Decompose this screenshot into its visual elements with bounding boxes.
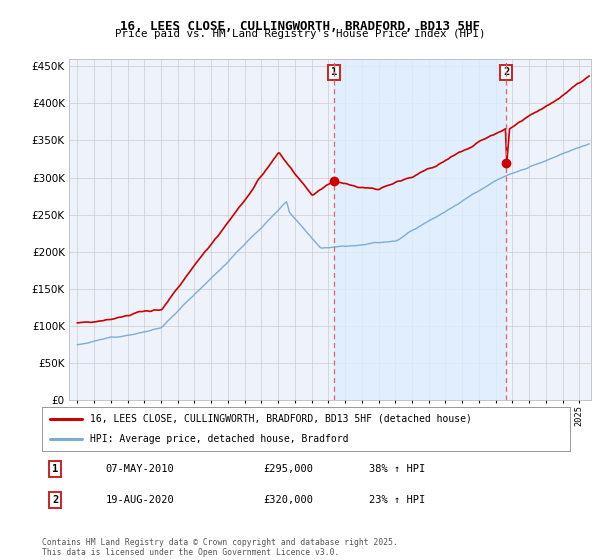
Bar (334, 59, 506, 400)
Text: 38% ↑ HPI: 38% ↑ HPI (370, 464, 425, 474)
Text: £295,000: £295,000 (264, 464, 314, 474)
Text: 16, LEES CLOSE, CULLINGWORTH, BRADFORD, BD13 5HF (detached house): 16, LEES CLOSE, CULLINGWORTH, BRADFORD, … (89, 414, 472, 424)
Text: £320,000: £320,000 (264, 495, 314, 505)
Text: 2: 2 (503, 67, 509, 77)
Text: 16, LEES CLOSE, CULLINGWORTH, BRADFORD, BD13 5HF: 16, LEES CLOSE, CULLINGWORTH, BRADFORD, … (120, 20, 480, 32)
Text: Contains HM Land Registry data © Crown copyright and database right 2025.
This d: Contains HM Land Registry data © Crown c… (42, 538, 398, 557)
Text: 1: 1 (52, 464, 58, 474)
Text: 07-MAY-2010: 07-MAY-2010 (106, 464, 174, 474)
Text: Price paid vs. HM Land Registry's House Price Index (HPI): Price paid vs. HM Land Registry's House … (115, 29, 485, 39)
Text: 2: 2 (52, 495, 58, 505)
Text: HPI: Average price, detached house, Bradford: HPI: Average price, detached house, Brad… (89, 434, 348, 444)
Text: 19-AUG-2020: 19-AUG-2020 (106, 495, 174, 505)
Text: 1: 1 (331, 67, 337, 77)
Text: 23% ↑ HPI: 23% ↑ HPI (370, 495, 425, 505)
